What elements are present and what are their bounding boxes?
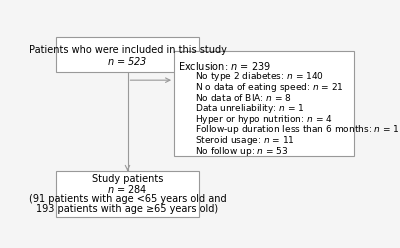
Text: $n$ = 523: $n$ = 523 bbox=[107, 56, 148, 67]
Bar bbox=[174, 51, 354, 156]
Text: $n$ = 284: $n$ = 284 bbox=[107, 184, 148, 195]
Text: (91 patients with age <65 years old and: (91 patients with age <65 years old and bbox=[29, 194, 226, 205]
Text: Exclusion: $n$ = 239: Exclusion: $n$ = 239 bbox=[178, 60, 271, 72]
Text: N o data of eating speed: $n$ = 21: N o data of eating speed: $n$ = 21 bbox=[178, 81, 344, 94]
Text: No type 2 diabetes: $n$ = 140: No type 2 diabetes: $n$ = 140 bbox=[178, 70, 324, 83]
Text: No data of BIA: $n$ = 8: No data of BIA: $n$ = 8 bbox=[178, 92, 292, 102]
Text: Study patients: Study patients bbox=[92, 174, 163, 184]
Text: No follow up: $n$ = 53: No follow up: $n$ = 53 bbox=[178, 145, 289, 157]
Text: 193 patients with age ≥65 years old): 193 patients with age ≥65 years old) bbox=[36, 204, 218, 214]
Bar bbox=[56, 171, 199, 217]
Text: Steroid usage: $n$ = 11: Steroid usage: $n$ = 11 bbox=[178, 134, 295, 147]
Text: Follow-up duration less than 6 months: $n$ = 1: Follow-up duration less than 6 months: $… bbox=[178, 123, 400, 136]
Bar bbox=[56, 37, 199, 72]
Text: Patients who were included in this study: Patients who were included in this study bbox=[28, 45, 226, 56]
Text: Data unreliability: $n$ = 1: Data unreliability: $n$ = 1 bbox=[178, 102, 304, 115]
Text: Hyper or hypo nutrition: $n$ = 4: Hyper or hypo nutrition: $n$ = 4 bbox=[178, 113, 333, 126]
